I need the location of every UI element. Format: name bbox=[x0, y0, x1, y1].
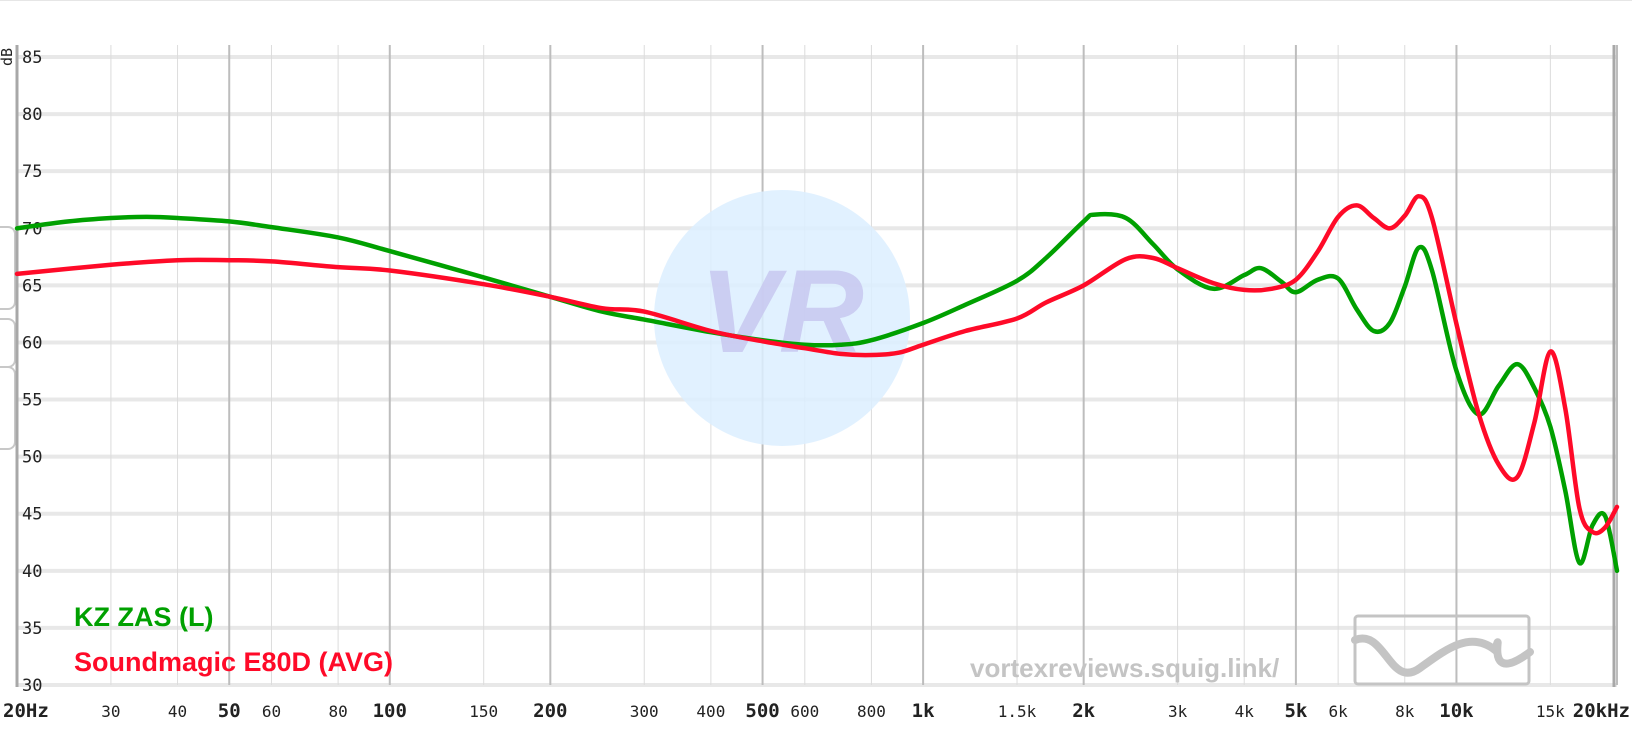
x-tick-label: 1.5k bbox=[998, 702, 1037, 721]
y-tick-label: 30 bbox=[22, 676, 42, 696]
x-tick-label: 30 bbox=[101, 702, 120, 721]
x-tick-label: 40 bbox=[168, 702, 187, 721]
top-divider bbox=[0, 0, 1632, 1]
logo-text: VR bbox=[700, 246, 864, 378]
handle-upper[interactable] bbox=[0, 226, 16, 310]
brand-watermark: vortexreviews.squig.link/ bbox=[970, 614, 1534, 686]
x-tick-label: 6k bbox=[1328, 702, 1348, 721]
series-line-soundmagic-e80d bbox=[14, 194, 1620, 536]
logo-circle bbox=[654, 190, 910, 446]
y-tick-label: 50 bbox=[22, 448, 42, 468]
x-tick-label: 3k bbox=[1168, 702, 1188, 721]
x-tick-label: 200 bbox=[533, 700, 567, 722]
y-tick-label: 35 bbox=[22, 619, 42, 639]
y-tick-label: 55 bbox=[22, 391, 42, 411]
x-tick-label: 10k bbox=[1439, 700, 1474, 722]
x-tick-label: 500 bbox=[745, 700, 779, 722]
x-tick-label: 1k bbox=[912, 700, 935, 722]
squig-logo-icon bbox=[1351, 614, 1534, 686]
y-tick-label: 45 bbox=[22, 505, 42, 525]
x-tick-label: 4k bbox=[1235, 702, 1255, 721]
x-tick-label: 80 bbox=[328, 702, 347, 721]
legend-entry-soundmagic: Soundmagic E80D (AVG) bbox=[74, 647, 393, 677]
y-tick-label: 40 bbox=[22, 562, 42, 582]
x-tick-label: 400 bbox=[696, 702, 725, 721]
y-tick-label: 60 bbox=[22, 333, 42, 353]
x-tick-label: 20kHz bbox=[1573, 700, 1630, 722]
legend-entry-kz-zas: KZ ZAS (L) bbox=[74, 602, 213, 632]
x-tick-label: 150 bbox=[469, 702, 498, 721]
x-tick-label: 2k bbox=[1072, 700, 1095, 722]
x-tick-label: 100 bbox=[373, 700, 407, 722]
x-tick-label: 800 bbox=[857, 702, 886, 721]
y-tick-label: 65 bbox=[22, 276, 42, 296]
x-tick-label: 300 bbox=[630, 702, 659, 721]
x-tick-label: 60 bbox=[262, 702, 281, 721]
x-tick-label: 5k bbox=[1284, 700, 1307, 722]
legend: KZ ZAS (L) Soundmagic E80D (AVG) bbox=[74, 602, 393, 677]
x-tick-label: 15k bbox=[1536, 702, 1565, 721]
x-tick-label: 8k bbox=[1395, 702, 1415, 721]
y-tick-label: 75 bbox=[22, 162, 42, 182]
handle-lower[interactable] bbox=[0, 366, 16, 450]
series-layer bbox=[14, 194, 1620, 574]
y-tick-label: 85 bbox=[22, 48, 42, 68]
site-url[interactable]: vortexreviews.squig.link/ bbox=[970, 653, 1279, 683]
x-tick-label: 600 bbox=[790, 702, 819, 721]
vr-logo-watermark: VR bbox=[654, 190, 910, 446]
x-tick-label: 50 bbox=[218, 700, 241, 722]
x-tick-label: 20Hz bbox=[3, 700, 49, 722]
y-axis-label: dB bbox=[0, 48, 16, 66]
y-tick-label: 80 bbox=[22, 105, 42, 125]
series-line-kz-zas bbox=[14, 211, 1620, 574]
